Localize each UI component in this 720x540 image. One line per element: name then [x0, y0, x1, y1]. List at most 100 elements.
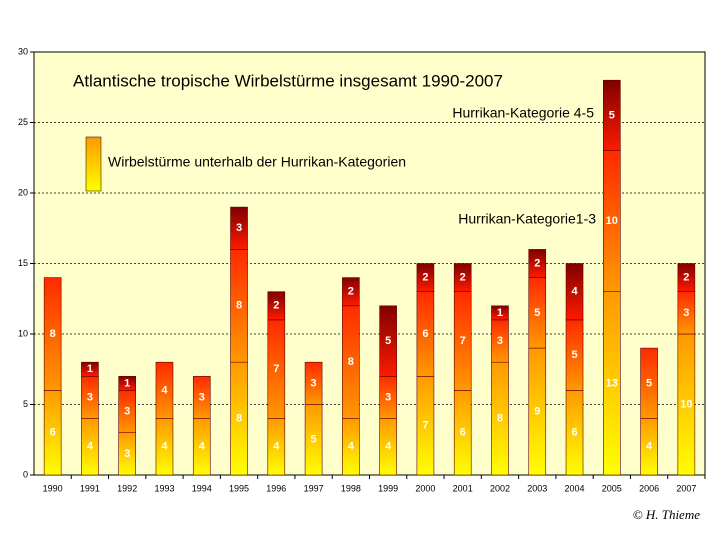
- y-tick-label: 10: [18, 328, 28, 338]
- x-tick-label: 1990: [43, 483, 63, 493]
- x-tick-label: 2000: [415, 483, 435, 493]
- bar-segment: [416, 263, 435, 293]
- value-label: 2: [534, 257, 540, 269]
- bar-segment: [491, 305, 509, 321]
- value-label: 3: [497, 335, 503, 347]
- value-label: 4: [348, 441, 355, 453]
- value-label: 3: [87, 391, 93, 403]
- value-label: 2: [683, 272, 689, 284]
- value-label: 5: [609, 109, 615, 121]
- x-tick-label: 1999: [378, 483, 398, 493]
- value-label: 4: [161, 384, 168, 396]
- y-tick-label: 20: [18, 187, 28, 197]
- bar-segment: [192, 375, 211, 419]
- value-label: 8: [50, 328, 56, 340]
- value-label: 1: [124, 377, 130, 389]
- value-label: 3: [683, 307, 689, 319]
- x-tick-label: 1997: [304, 483, 324, 493]
- bar-segment: [267, 291, 286, 321]
- x-tick-label: 1992: [117, 483, 137, 493]
- value-label: 6: [422, 328, 428, 340]
- value-label: 8: [236, 413, 242, 425]
- value-label: 5: [385, 335, 391, 347]
- y-tick-label: 5: [23, 399, 28, 409]
- value-label: 2: [422, 272, 428, 284]
- value-label: 8: [497, 413, 503, 425]
- value-label: 1: [497, 307, 503, 319]
- value-label: 1: [87, 363, 93, 375]
- x-tick-label: 1993: [154, 483, 174, 493]
- bar-segment: [603, 79, 621, 151]
- bar-segment: [379, 305, 397, 377]
- value-label: 3: [236, 222, 242, 234]
- value-label: 6: [460, 427, 466, 439]
- x-tick-label: 2006: [639, 483, 659, 493]
- y-tick-label: 0: [23, 469, 28, 479]
- value-label: 7: [273, 363, 279, 375]
- value-label: 10: [606, 215, 618, 227]
- bar-segment: [43, 277, 62, 391]
- annotation-cat13: Hurrikan-Kategorie1-3: [458, 211, 596, 227]
- marks: 0510152025301990681991431199233119934419…: [18, 46, 706, 493]
- bar-segment: [453, 263, 472, 293]
- value-label: 2: [273, 300, 279, 312]
- x-tick-label: 2002: [490, 483, 510, 493]
- bar-segment: [230, 206, 248, 250]
- x-tick-label: 2003: [527, 483, 547, 493]
- bar-segment: [528, 249, 547, 278]
- value-label: 5: [571, 349, 577, 361]
- bar-segment: [565, 263, 584, 321]
- chart-title: Atlantische tropische Wirbelstürme insge…: [73, 71, 503, 90]
- value-label: 4: [273, 441, 280, 453]
- value-label: 7: [460, 335, 466, 347]
- value-label: 3: [199, 391, 205, 403]
- value-label: 4: [571, 286, 578, 298]
- y-tick-label: 25: [18, 117, 28, 127]
- x-tick-label: 1994: [192, 483, 212, 493]
- value-label: 4: [161, 441, 168, 453]
- value-label: 3: [124, 405, 130, 417]
- value-label: 6: [571, 427, 577, 439]
- value-label: 7: [422, 420, 428, 432]
- bar-segment: [155, 361, 174, 419]
- value-label: 4: [199, 441, 206, 453]
- value-label: 2: [460, 272, 466, 284]
- value-label: 5: [646, 377, 652, 389]
- bar-segment: [118, 375, 136, 391]
- annotation-cat45: Hurrikan-Kategorie 4-5: [452, 105, 594, 121]
- x-tick-label: 2007: [676, 483, 696, 493]
- value-label: 9: [534, 405, 540, 417]
- plot-area: [33, 51, 706, 476]
- value-label: 8: [236, 300, 242, 312]
- x-tick-label: 1998: [341, 483, 361, 493]
- x-tick-label: 2001: [453, 483, 473, 493]
- annotation-ts: Wirbelstürme unterhalb der Hurrikan-Kate…: [108, 154, 406, 170]
- value-label: 8: [348, 356, 354, 368]
- value-label: 2: [348, 286, 354, 298]
- value-label: 5: [311, 434, 317, 446]
- value-label: 3: [385, 391, 391, 403]
- value-label: 3: [124, 448, 130, 460]
- y-tick-label: 30: [18, 46, 28, 56]
- bar-segment: [677, 263, 696, 293]
- bar-segment: [342, 277, 360, 307]
- value-label: 10: [680, 398, 692, 410]
- x-tick-label: 2005: [602, 483, 622, 493]
- x-tick-label: 1996: [266, 483, 286, 493]
- x-tick-label: 1995: [229, 483, 249, 493]
- legend-swatch: [85, 136, 102, 192]
- value-label: 4: [385, 441, 392, 453]
- value-label: 4: [87, 441, 94, 453]
- value-label: 5: [534, 307, 540, 319]
- x-tick-label: 1991: [80, 483, 100, 493]
- value-label: 13: [606, 377, 618, 389]
- bar-segment: [81, 361, 99, 377]
- value-label: 4: [646, 441, 653, 453]
- bar-segment: [640, 347, 658, 419]
- value-label: 3: [311, 377, 317, 389]
- bar-segment: [304, 361, 323, 405]
- credit: © H. Thieme: [633, 507, 701, 522]
- value-label: 6: [50, 427, 56, 439]
- y-tick-label: 15: [18, 258, 28, 268]
